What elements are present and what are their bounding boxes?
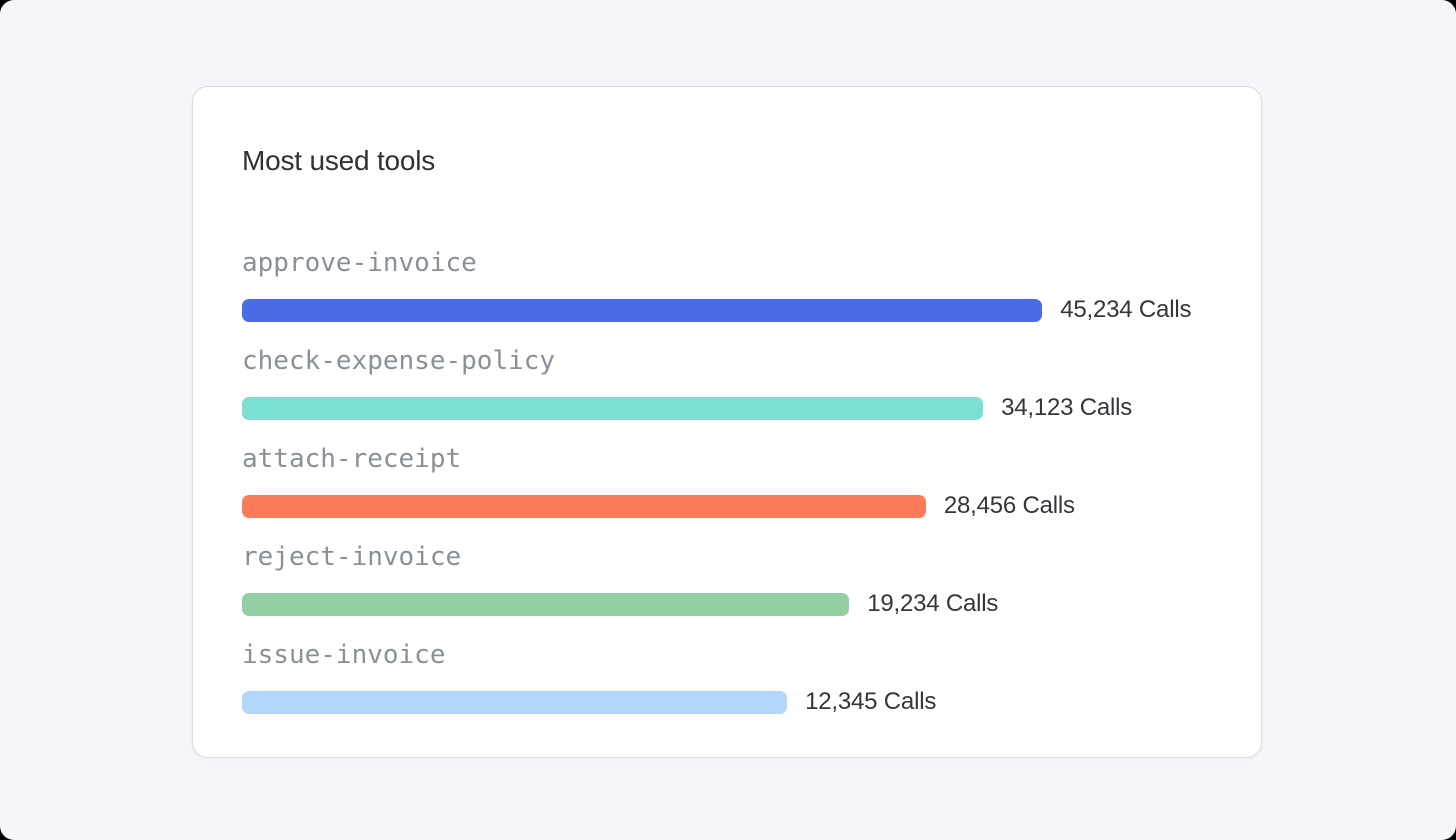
usage-bar [242,690,788,714]
tool-name-label: issue-invoice [242,640,446,670]
tool-row: reject-invoice 19,234 Calls [242,542,1212,616]
bar-row: 28,456 Calls [242,494,1212,518]
call-count-label: 45,234 Calls [1060,296,1192,323]
usage-bar [242,592,850,616]
call-count-label: 34,123 Calls [1001,394,1133,421]
call-count-label: 28,456 Calls [943,492,1075,519]
most-used-tools-card: Most used tools approve-invoice 45,234 C… [192,86,1262,758]
usage-bar [242,396,984,420]
call-count-label: 19,234 Calls [867,590,999,617]
tool-row: issue-invoice 12,345 Calls [242,640,1212,714]
tool-name-label: attach-receipt [242,444,462,474]
tool-row: attach-receipt 28,456 Calls [242,444,1212,518]
tool-row: approve-invoice 45,234 Calls [242,248,1212,322]
bar-row: 19,234 Calls [242,592,1212,616]
tool-row: check-expense-policy 34,123 Calls [242,346,1212,420]
tool-usage-list: approve-invoice 45,234 Calls check-expen… [242,248,1212,714]
bar-row: 34,123 Calls [242,396,1212,420]
tool-name-label: reject-invoice [242,542,462,572]
card-title: Most used tools [242,145,436,176]
bar-row: 12,345 Calls [242,690,1212,714]
bar-row: 45,234 Calls [242,298,1212,322]
call-count-label: 12,345 Calls [805,688,937,715]
tool-name-label: check-expense-policy [242,346,556,376]
usage-bar [242,298,1043,322]
usage-bar [242,494,926,518]
tool-name-label: approve-invoice [242,248,477,278]
